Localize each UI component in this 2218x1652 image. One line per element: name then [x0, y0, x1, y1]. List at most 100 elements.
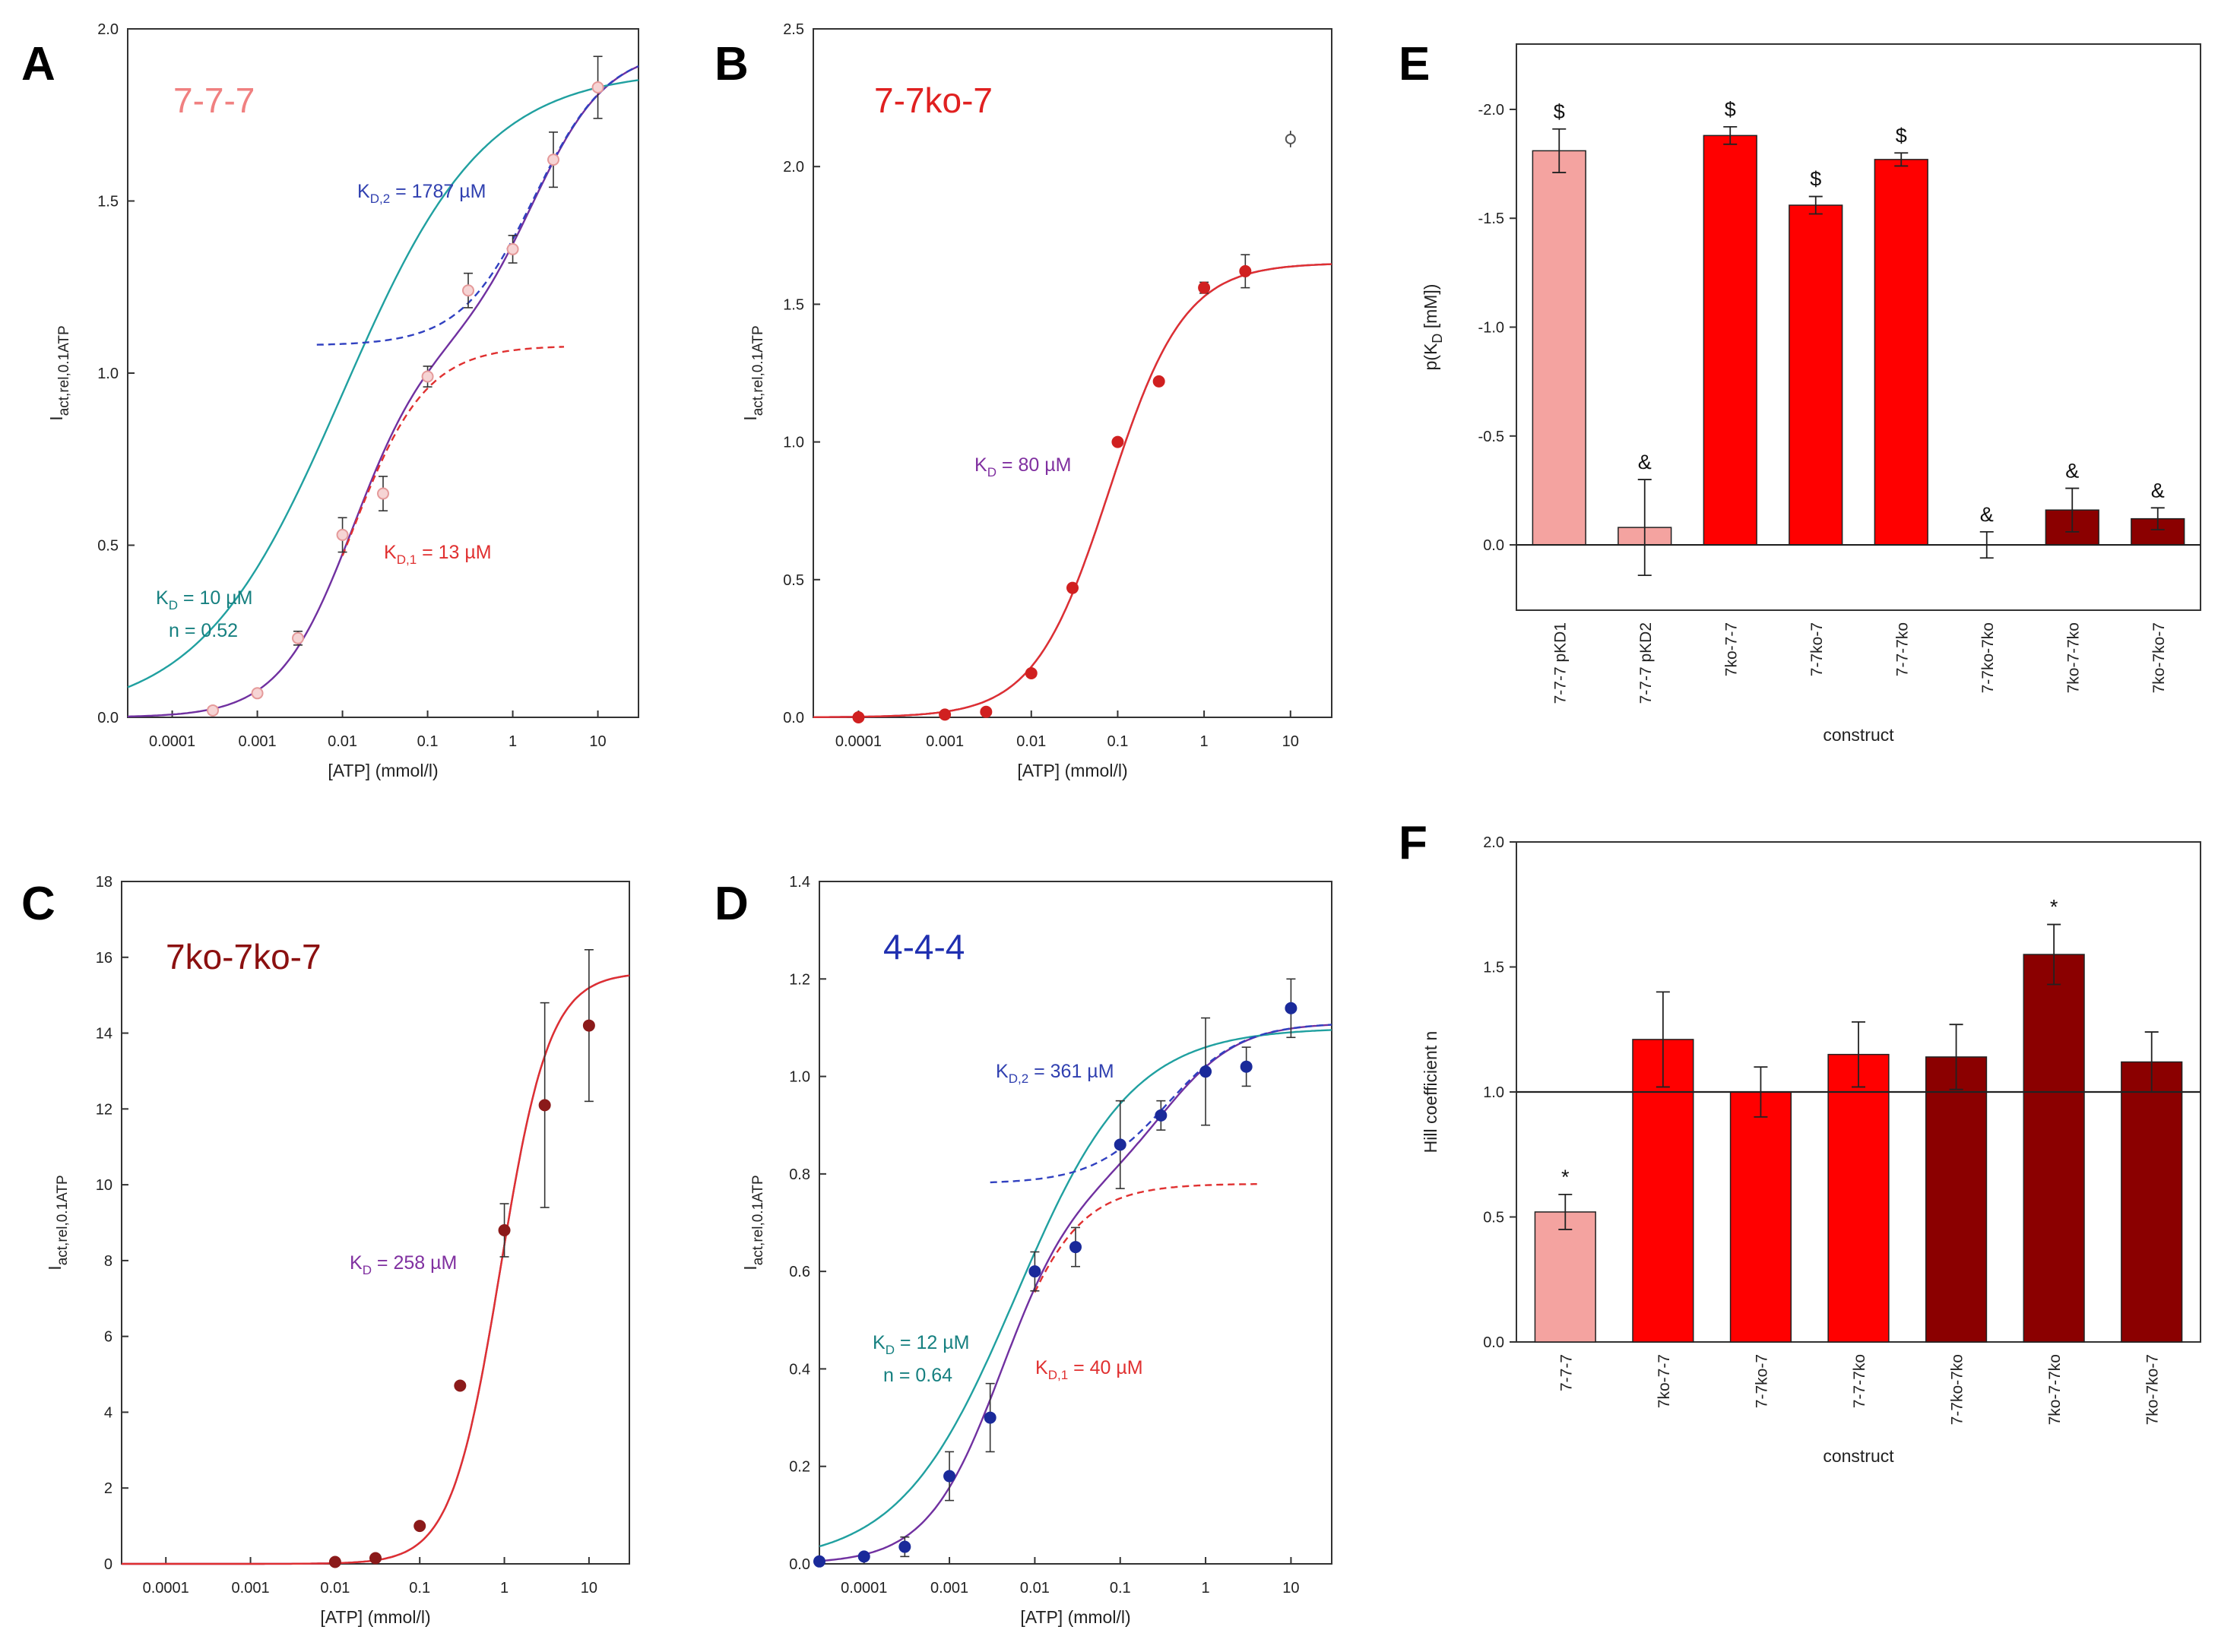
y-tick-label: 0.0 — [789, 1556, 810, 1573]
x-axis-label: [ATP] (mmol/l) — [1020, 1607, 1130, 1627]
data-point — [1152, 375, 1165, 388]
y-axis-label: p(KD [mM]) — [1421, 284, 1445, 371]
category-label: 7-7ko-7ko — [1979, 622, 1997, 693]
x-tick-label: 0.001 — [239, 733, 277, 750]
y-tick-label: 10 — [96, 1177, 112, 1194]
x-tick-label: 0.0001 — [149, 733, 195, 750]
y-tick-label: -2.0 — [1478, 102, 1504, 119]
y-tick-label: 4 — [104, 1404, 112, 1421]
y-tick-label: 0.2 — [789, 1459, 810, 1476]
annotation: KD = 258 µM — [350, 1252, 457, 1277]
category-label: 7-7-7 — [1557, 1354, 1575, 1391]
y-tick-label: 1.4 — [789, 874, 810, 891]
fit-curve — [819, 1029, 1332, 1548]
data-point — [1069, 1241, 1082, 1254]
plot-frame — [127, 28, 639, 718]
data-point — [943, 1470, 956, 1483]
data-point — [1111, 435, 1124, 448]
x-tick-label: 0.01 — [320, 1580, 350, 1597]
y-tick-label: 2.0 — [97, 21, 119, 38]
bar — [1532, 150, 1586, 546]
panel-d: 0.0 0.2 0.4 0.6 0.8 1.0 1.2 1.4 0.0001 0.001 0.01 0… — [715, 874, 1332, 1627]
y-tick-label: 2.0 — [1483, 834, 1504, 851]
annotation: n = 0.64 — [883, 1365, 952, 1386]
construct-title: 7-7ko-7 — [874, 81, 993, 120]
y-axis-label: Iact,rel,0.1ATP — [740, 1175, 766, 1270]
fit-curve — [127, 65, 639, 718]
y-tick-label: 0.4 — [789, 1361, 810, 1378]
data-point — [328, 1555, 341, 1568]
annotation: KD,2 = 361 µM — [996, 1061, 1114, 1086]
fit-curve — [813, 263, 1332, 718]
significance-marker: $ — [1810, 168, 1821, 191]
category-label: 7-7-7ko — [1851, 1354, 1868, 1408]
x-tick-label: 10 — [1282, 733, 1299, 750]
panel-c: 0 2 4 6 8 10 12 14 16 18 0.0001 0.001 0.01 0.1 1 10 [ATP… — [21, 874, 630, 1627]
x-tick-label: 0.01 — [1016, 733, 1046, 750]
y-tick-label: 1.0 — [97, 366, 119, 382]
data-point — [857, 1550, 870, 1563]
bar — [1534, 1211, 1596, 1343]
y-tick-label: -1.5 — [1478, 210, 1504, 227]
fit-curve-dashed — [341, 346, 565, 556]
y-tick-label: 6 — [104, 1329, 112, 1346]
y-tick-label: 0.5 — [783, 572, 804, 589]
significance-marker: $ — [1554, 100, 1565, 123]
x-tick-label: 1 — [1200, 733, 1209, 750]
x-tick-label: 10 — [589, 733, 606, 750]
x-tick-label: 0.001 — [930, 1580, 968, 1597]
significance-marker: $ — [1725, 98, 1736, 121]
data-point — [251, 687, 264, 700]
bar — [1827, 1053, 1890, 1343]
panel-b: 0.0 0.5 1.0 1.5 2.0 2.5 0.0001 0.001 0.01 0.1 1 10 [… — [715, 21, 1332, 780]
data-point — [369, 1552, 382, 1565]
data-point — [1240, 1060, 1253, 1073]
annotation: KD = 10 µM — [156, 587, 252, 612]
bar — [2121, 1061, 2183, 1343]
y-tick-label: 1.5 — [783, 296, 804, 313]
y-tick-label: 16 — [96, 950, 112, 967]
x-tick-label: 0.1 — [1107, 733, 1129, 750]
y-tick-label: 0.0 — [783, 710, 804, 726]
panel-letter: D — [715, 878, 749, 930]
x-axis-label: construct — [1823, 1446, 1894, 1466]
panel-letter: C — [21, 878, 55, 930]
data-point — [1239, 264, 1252, 277]
data-point — [498, 1223, 511, 1236]
fit-curve — [813, 263, 1332, 718]
y-axis-label: Hill coefficient n — [1421, 1031, 1440, 1154]
data-point — [980, 705, 993, 718]
data-point — [939, 708, 952, 721]
y-tick-label: 2.5 — [783, 21, 804, 38]
data-point — [898, 1540, 911, 1553]
y-tick-label: 18 — [96, 874, 112, 891]
data-point — [1028, 1265, 1041, 1278]
outlier-point — [1285, 133, 1296, 144]
y-tick-label: 1.2 — [789, 971, 810, 988]
y-tick-label: 8 — [104, 1253, 112, 1270]
y-tick-label: 1.0 — [783, 435, 804, 451]
fit-curve-dashed — [316, 65, 639, 346]
y-tick-label: 0.5 — [97, 538, 119, 555]
construct-title: 4-4-4 — [883, 927, 965, 967]
data-point — [538, 1099, 551, 1112]
annotation: n = 0.52 — [169, 620, 238, 641]
y-tick-label: 0.0 — [97, 710, 119, 726]
significance-marker: & — [1980, 503, 1994, 526]
data-point — [591, 81, 604, 94]
x-axis-label: [ATP] (mmol/l) — [1017, 761, 1127, 780]
x-axis-label: [ATP] (mmol/l) — [328, 761, 438, 780]
fit-curve — [127, 79, 639, 688]
y-tick-label: 12 — [96, 1101, 112, 1118]
y-tick-label: 1.5 — [97, 194, 119, 210]
data-point — [582, 1019, 595, 1032]
y-tick-label: 2.0 — [783, 159, 804, 176]
data-point — [336, 528, 349, 541]
x-tick-label: 1 — [509, 733, 517, 750]
significance-marker: & — [2151, 479, 2165, 502]
category-label: 7ko-7-7ko — [2064, 622, 2082, 693]
data-point — [1199, 1065, 1212, 1078]
x-tick-label: 0.01 — [328, 733, 357, 750]
bar — [1729, 1091, 1792, 1343]
category-label: 7-7ko-7 — [1808, 622, 1826, 676]
